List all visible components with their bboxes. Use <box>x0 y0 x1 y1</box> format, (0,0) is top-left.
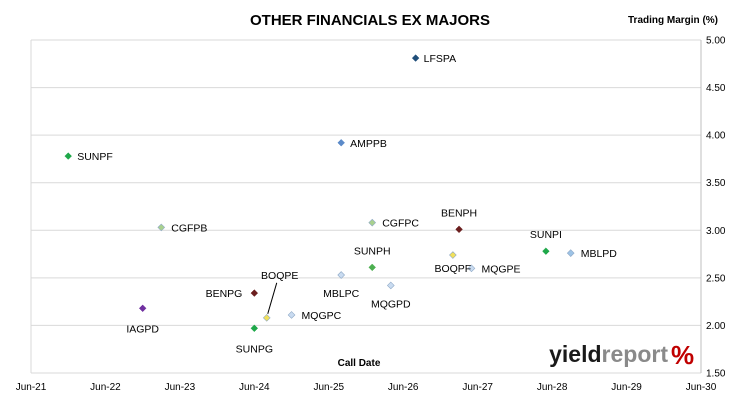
data-point-sunpg <box>250 324 259 333</box>
point-labels: LFSPA AMPPB SUNPF CGFPB CGFPC BENPH SUNPI MBLPD… <box>77 53 617 355</box>
point-label-cgfpb: CGFPB <box>171 222 207 234</box>
grid-lines <box>31 39 701 374</box>
yieldreport-logo: yieldreport % <box>549 340 694 370</box>
point-label-sunph: SUNPH <box>354 245 391 257</box>
data-point-sunpf <box>64 152 72 160</box>
x-tick-labels: Jun-21 Jun-22 Jun-23 Jun-24 Jun-25 Jun-26 Jun-… <box>16 382 717 393</box>
x-tick-label: Jun-29 <box>611 382 642 393</box>
point-label-benpg: BENPG <box>206 288 243 300</box>
point-label-benph: BENPH <box>441 207 477 219</box>
y-tick-label: 4.50 <box>706 83 726 94</box>
data-point-benph <box>455 225 463 234</box>
logo-text-yield: yield <box>549 341 601 367</box>
x-axis-title: Call Date <box>338 358 381 369</box>
x-tick-label: Jun-28 <box>537 382 568 393</box>
x-tick-label: Jun-21 <box>16 382 47 393</box>
data-point-iagpd <box>138 304 147 313</box>
data-points <box>64 54 575 333</box>
data-point-boqpe <box>262 313 271 322</box>
point-label-iagpd: IAGPD <box>126 323 159 335</box>
y-tick-label: 5.00 <box>706 36 726 47</box>
x-tick-label: Jun-26 <box>388 382 419 393</box>
y-tick-label: 2.00 <box>706 321 726 332</box>
callout-lines <box>267 282 278 314</box>
point-label-mqgpe: MQGPE <box>481 263 520 275</box>
point-label-mqgpd: MQGPD <box>371 298 411 310</box>
axes <box>30 40 702 373</box>
data-point-mqgpc <box>287 311 296 319</box>
data-point-lfspa <box>411 54 420 62</box>
data-point-boqpf <box>449 251 457 259</box>
data-point-cgfpb <box>157 223 166 232</box>
x-tick-label: Jun-23 <box>165 382 196 393</box>
y-tick-label: 1.50 <box>706 369 726 380</box>
x-tick-label: Jun-22 <box>90 382 121 393</box>
data-point-cgfpc <box>368 218 377 227</box>
data-point-mblpc <box>337 271 346 279</box>
x-tick-label: Jun-30 <box>686 382 717 393</box>
data-point-sunpi <box>542 247 550 255</box>
data-point-amppb <box>337 139 345 147</box>
y-tick-label: 2.50 <box>706 273 726 284</box>
point-label-lfspa: LFSPA <box>424 53 456 65</box>
x-tick-label: Jun-25 <box>313 382 344 393</box>
point-label-sunpi: SUNPI <box>530 229 562 241</box>
data-point-sunph <box>368 263 376 272</box>
x-tick-label: Jun-24 <box>239 382 270 393</box>
chart-title: OTHER FINANCIALS EX MAJORS <box>250 12 490 29</box>
point-label-boqpf: BOQPF <box>434 263 471 275</box>
x-tick-label: Jun-27 <box>462 382 493 393</box>
y-axis-title: Trading Margin (%) <box>628 15 718 26</box>
svg-text:yieldreport: yieldreport <box>549 341 668 367</box>
callout-line-boqpe <box>267 282 278 314</box>
data-point-mblpd <box>566 249 575 257</box>
point-label-mblpc: MBLPC <box>323 288 360 300</box>
data-point-mqgpd <box>386 281 395 290</box>
y-tick-label: 4.00 <box>706 131 726 142</box>
logo-percent: % <box>671 340 694 370</box>
y-tick-label: 3.50 <box>706 178 726 189</box>
point-label-mblpd: MBLPD <box>581 248 618 260</box>
logo-text-report: report <box>602 341 669 367</box>
data-point-benpg <box>250 289 259 297</box>
point-label-amppb: AMPPB <box>350 138 387 150</box>
y-tick-label: 3.00 <box>706 226 726 237</box>
point-label-sunpg: SUNPG <box>236 343 273 355</box>
point-label-sunpf: SUNPF <box>77 151 113 163</box>
point-label-boqpe: BOQPE <box>261 270 298 282</box>
point-label-mqgpc: MQGPC <box>302 310 342 322</box>
point-label-cgfpc: CGFPC <box>382 218 419 230</box>
y-tick-labels: 5.00 4.50 4.00 3.50 3.00 2.50 2.00 1.50 <box>706 36 726 380</box>
data-point-mqgpe <box>467 264 476 273</box>
